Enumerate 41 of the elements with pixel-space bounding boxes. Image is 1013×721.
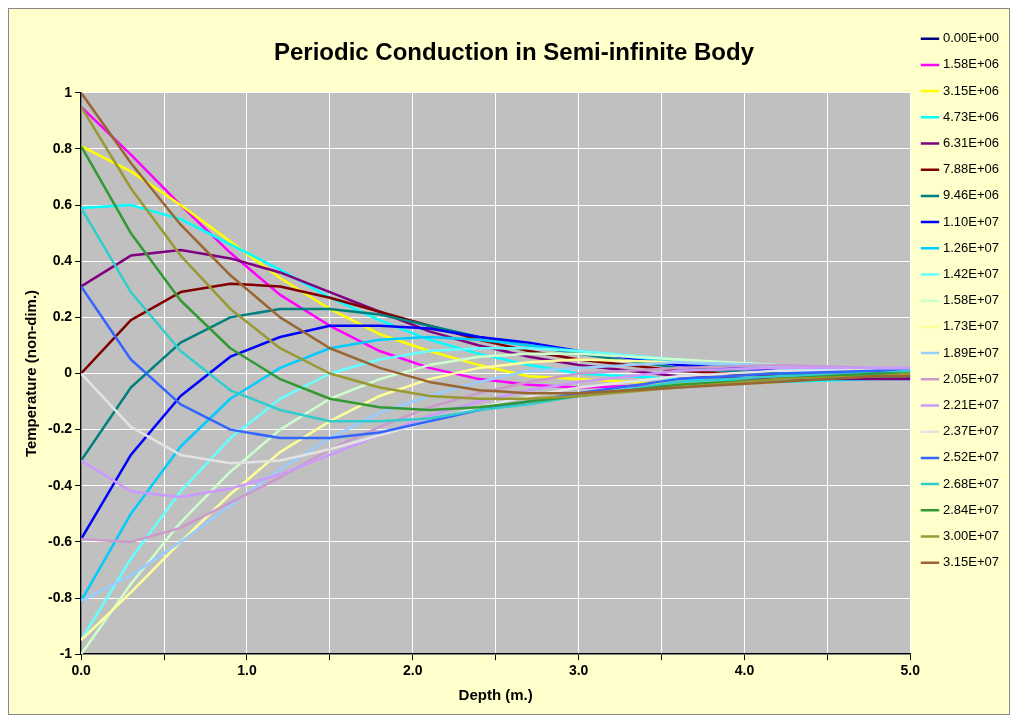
- x-tick-label: 1.0: [237, 662, 257, 679]
- chart-title: Periodic Conduction in Semi-infinite Body: [273, 38, 755, 66]
- legend-label: 2.84E+07: [942, 501, 1000, 517]
- y-axis-title: Temperature (non-dim.): [22, 289, 40, 458]
- legend-label: 2.05E+07: [942, 370, 1000, 386]
- legend-label: 4.73E+06: [942, 108, 1000, 124]
- y-tick-label: 0.6: [52, 195, 73, 212]
- y-tick-label: -0.2: [48, 420, 73, 437]
- legend-label: 1.10E+07: [942, 213, 1000, 229]
- y-tick-label: 0: [64, 364, 73, 381]
- legend-label: 2.52E+07: [942, 449, 1000, 465]
- y-tick-label: 0.2: [52, 308, 73, 325]
- legend-label: 7.88E+06: [942, 161, 1000, 177]
- legend-label: 1.26E+07: [942, 239, 1000, 255]
- x-tick-label: 5.0: [900, 662, 921, 679]
- legend-label: 6.31E+06: [942, 135, 1000, 151]
- x-tick-label: 0.0: [71, 662, 92, 679]
- x-tick-label: 3.0: [568, 662, 589, 679]
- legend-label: 1.42E+07: [942, 266, 1000, 282]
- legend-label: 2.37E+07: [942, 423, 1000, 439]
- x-tick-label: 2.0: [403, 662, 423, 679]
- y-tick-label: 0.8: [52, 139, 73, 156]
- legend-label: 1.89E+07: [942, 344, 1000, 360]
- legend-label: 3.15E+06: [942, 82, 1000, 98]
- y-tick-label: -0.6: [48, 532, 73, 549]
- legend-label: 1.58E+07: [942, 292, 1000, 308]
- legend-label: 1.73E+07: [942, 318, 1000, 334]
- legend-label: 2.68E+07: [942, 475, 1000, 491]
- legend-label: 3.15E+07: [942, 554, 1000, 570]
- y-tick-label: 1: [64, 83, 73, 100]
- legend-label: 1.58E+06: [942, 56, 1000, 72]
- legend-label: 2.21E+07: [942, 397, 1000, 413]
- x-axis-title: Depth (m.): [458, 686, 533, 704]
- y-tick-label: -0.4: [48, 476, 73, 493]
- y-tick-label: -1: [59, 645, 73, 662]
- legend-label: 9.46E+06: [942, 187, 1000, 203]
- y-tick-label: -0.8: [48, 588, 73, 605]
- legend-label: 0.00E+00: [942, 30, 1000, 46]
- y-tick-label: 0.4: [52, 252, 73, 269]
- legend-label: 3.00E+07: [942, 528, 1000, 544]
- x-tick-label: 4.0: [734, 662, 755, 679]
